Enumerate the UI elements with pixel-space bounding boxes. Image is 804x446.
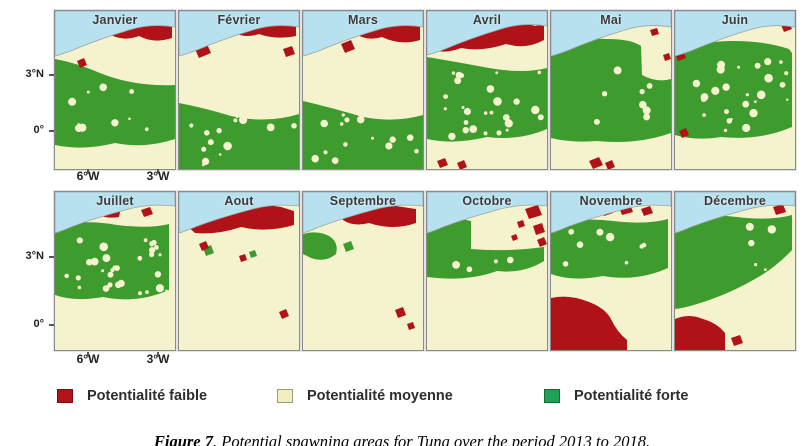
- lat-label-3n-row2: 3°N: [25, 250, 44, 262]
- lon-label-3w-row2: 3°W: [146, 352, 170, 366]
- axis-tick: [49, 130, 54, 132]
- map-avril: [427, 11, 547, 169]
- map-aout: [179, 192, 299, 350]
- map-panel-octobre: Octobre: [426, 191, 548, 351]
- month-label: Février: [217, 13, 261, 27]
- month-label: Juillet: [96, 194, 134, 208]
- map-mars: [303, 11, 423, 169]
- figure-caption-text: . Potential spawning areas for Tuna over…: [213, 431, 651, 446]
- map-panel-janvier: Janvier: [54, 10, 176, 170]
- map-panel-juillet: Juillet: [54, 191, 176, 351]
- axis-tick: [157, 352, 159, 357]
- month-label: Mars: [348, 13, 378, 27]
- map-panel-fevrier: Février: [178, 10, 300, 170]
- legend-label: Potentialité moyenne: [307, 388, 453, 404]
- map-octobre: [427, 192, 547, 350]
- legend-swatch-forte: [544, 389, 560, 403]
- map-panel-juin: Juin: [674, 10, 796, 170]
- lat-label-0-row2: 0°: [33, 318, 44, 330]
- month-label: Novembre: [579, 194, 643, 208]
- month-label: Septembre: [329, 194, 397, 208]
- axis-tick: [49, 324, 54, 326]
- legend-label: Potentialité faible: [87, 388, 208, 404]
- map-panel-aout: Aout: [178, 191, 300, 351]
- axis-tick: [157, 169, 159, 174]
- month-label: Janvier: [92, 13, 138, 27]
- legend-swatch-faible: [57, 389, 73, 403]
- map-panel-decembre: Décembre: [674, 191, 796, 351]
- month-label: Mai: [600, 13, 622, 27]
- lat-label-3n-row1: 3°N: [25, 68, 44, 80]
- map-panel-mars: Mars: [302, 10, 424, 170]
- map-septembre: [303, 192, 423, 350]
- map-novembre: [551, 192, 671, 350]
- figure-caption-label: Figure 7: [153, 431, 214, 446]
- month-label: Aout: [224, 194, 254, 208]
- legend-item-moyenne: Potentialité moyenne: [277, 388, 453, 404]
- axis-tick: [87, 352, 89, 357]
- axis-tick: [49, 74, 54, 76]
- lon-label-6w-row1: 6°W: [76, 169, 100, 183]
- map-juillet: [55, 192, 175, 350]
- map-panel-mai: Mai: [550, 10, 672, 170]
- legend-label: Potentialité forte: [574, 388, 689, 404]
- map-panel-septembre: Septembre: [302, 191, 424, 351]
- legend: Potentialité faible Potentialité moyenne…: [0, 388, 804, 406]
- map-mai: [551, 11, 671, 169]
- map-panel-avril: Avril: [426, 10, 548, 170]
- map-panel-novembre: Novembre: [550, 191, 672, 351]
- legend-item-faible: Potentialité faible: [57, 388, 207, 404]
- map-decembre: [675, 192, 795, 350]
- map-fevrier: [179, 11, 299, 169]
- axis-tick: [49, 256, 54, 258]
- month-label: Décembre: [703, 194, 767, 208]
- map-janvier: [55, 11, 175, 169]
- month-label: Octobre: [462, 194, 512, 208]
- axis-tick: [87, 169, 89, 174]
- legend-item-forte: Potentialité forte: [544, 388, 688, 404]
- lon-label-3w-row1: 3°W: [146, 169, 170, 183]
- legend-swatch-moyenne: [277, 389, 293, 403]
- month-label: Avril: [472, 13, 502, 27]
- map-juin: [675, 11, 795, 169]
- lat-label-0-row1: 0°: [33, 124, 44, 136]
- lon-label-6w-row2: 6°W: [76, 352, 100, 366]
- month-label: Juin: [721, 13, 749, 27]
- figure-caption: Figure 7. Potential spawning areas for T…: [0, 432, 804, 446]
